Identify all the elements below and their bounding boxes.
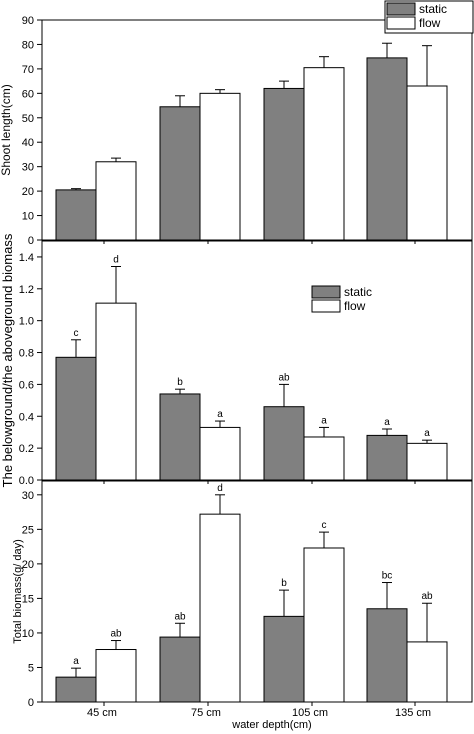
significance-label: ab <box>110 629 122 640</box>
y-tick-label: 20 <box>22 186 34 198</box>
significance-label: a <box>424 428 430 439</box>
y-tick-label: 1.2 <box>19 284 34 296</box>
bar-static <box>366 434 408 481</box>
x-axis-label: water depth(cm) <box>231 719 311 731</box>
legend-swatch-flow <box>311 299 341 313</box>
significance-label: a <box>217 409 223 420</box>
y-tick-label: 10 <box>22 628 34 640</box>
legend-label-flow: flow <box>419 16 441 30</box>
y-tick-label: 30 <box>22 490 34 502</box>
y-axis-label: Shoot length(cm) <box>0 84 13 175</box>
plot-frame <box>41 240 473 481</box>
significance-label: d <box>113 254 119 265</box>
plot-frame <box>41 480 473 703</box>
bar-static <box>159 636 201 703</box>
y-axis-label: Total biomass(g/ day) <box>12 539 24 644</box>
significance-label: d <box>217 483 223 494</box>
significance-label: b <box>281 578 287 589</box>
panel-biomass-ratio: 0.0 0.2 0.4 0.6 0.8 1.0 1.2 1.4 The belowground/… <box>0 233 473 487</box>
bar-flow <box>95 161 137 241</box>
y-tick-label: 1.0 <box>19 316 34 328</box>
plot-frame <box>41 19 473 241</box>
y-tick-label: 0.4 <box>19 411 34 423</box>
y-tick-label: 0.2 <box>19 443 34 455</box>
significance-label: ab <box>278 372 290 383</box>
bar-static <box>55 356 97 481</box>
y-tick-label: 0.0 <box>19 475 34 487</box>
legend-label-flow: flow <box>344 299 366 313</box>
x-tick-label: 45 cm <box>87 707 117 719</box>
legend-swatch-static <box>311 285 341 299</box>
bar-static <box>366 608 408 703</box>
y-tick-label: 1.4 <box>19 252 34 264</box>
significance-label: c <box>74 328 79 339</box>
y-tick-label: 70 <box>22 64 34 76</box>
bar-flow <box>406 442 448 481</box>
bar-static <box>263 406 305 481</box>
bar-static <box>263 615 305 703</box>
legend-label-static: static <box>419 2 447 16</box>
y-tick-label: 25 <box>22 524 34 536</box>
y-tick-label: 15 <box>22 593 34 605</box>
y-tick-label: 5 <box>28 662 34 674</box>
bar-flow <box>199 426 241 481</box>
y-tick-label: 40 <box>22 137 34 149</box>
significance-label: b <box>177 377 183 388</box>
y-tick-label: 60 <box>22 88 34 100</box>
legend-swatch-static <box>386 2 416 16</box>
bar-static <box>159 393 201 481</box>
bar-static <box>55 189 97 241</box>
bar-static <box>55 676 97 703</box>
y-tick-label: 20 <box>22 559 34 571</box>
y-tick-label: 30 <box>22 162 34 174</box>
panel-shoot-length: 0 10 20 30 40 50 60 70 80 90 Shoot length(cm) stati… <box>0 0 474 247</box>
y-tick-label: 80 <box>22 39 34 51</box>
legend-label-static: static <box>344 285 372 299</box>
y-tick-label: 0 <box>28 697 34 709</box>
y-tick-label: 50 <box>22 113 34 125</box>
significance-label: ab <box>174 611 186 622</box>
x-tick-label: 135 cm <box>395 707 431 719</box>
y-tick-label: 0 <box>28 235 34 247</box>
significance-label: a <box>321 415 327 426</box>
panel-total-biomass: 0 5 10 15 20 25 30 45 cm 75 cm 105 cm 135 cm Total … <box>12 480 473 719</box>
bar-flow <box>303 67 345 241</box>
bar-flow <box>303 547 345 703</box>
significance-label: c <box>322 520 327 531</box>
bar-flow <box>406 641 448 703</box>
bar-flow <box>95 302 137 481</box>
bar-static <box>366 57 408 241</box>
y-tick-label: 0.8 <box>19 348 34 360</box>
bar-flow <box>95 649 137 703</box>
bar-flow <box>199 513 241 703</box>
bar-flow <box>199 92 241 241</box>
bar-static <box>263 87 305 241</box>
x-tick-label: 75 cm <box>191 707 221 719</box>
bar-flow <box>406 85 448 241</box>
bar-flow <box>303 436 345 481</box>
y-tick-label: 10 <box>22 211 34 223</box>
legend-swatch-flow <box>386 16 416 30</box>
y-tick-label: 0.6 <box>19 379 34 391</box>
significance-label: a <box>384 417 390 428</box>
x-tick-label: 105 cm <box>292 707 328 719</box>
significance-label: a <box>73 656 79 667</box>
y-axis-label: The belowground/the aboveground biomass <box>0 233 15 487</box>
significance-label: ab <box>421 591 433 602</box>
bar-static <box>159 106 201 241</box>
y-tick-label: 90 <box>22 15 34 27</box>
significance-label: bc <box>382 571 393 582</box>
